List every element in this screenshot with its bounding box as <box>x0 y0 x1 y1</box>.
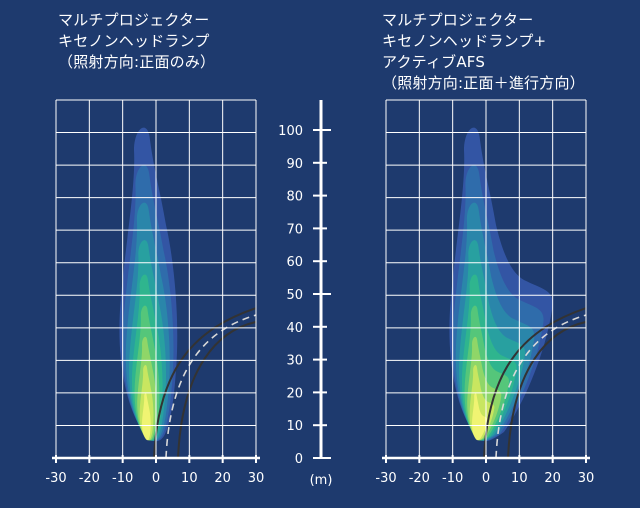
x-tick-label: -20 <box>409 471 430 486</box>
right-title-line-1: マルチプロジェクター <box>382 11 534 29</box>
right-title-line-4: （照射方向:正面＋進行方向） <box>382 74 585 92</box>
left-beam-panel: -30 -20 -10 0 10 20 30 <box>45 99 265 486</box>
right-beam-panel: -30 -20 -10 0 10 20 30 <box>375 99 595 486</box>
x-tick-label: 0 <box>482 471 490 486</box>
distance-tick-label: 20 <box>286 386 303 401</box>
x-tick-label: 30 <box>248 471 265 486</box>
right-title-line-2: キセノンヘッドランプ+ <box>382 32 547 50</box>
left_panel-road <box>153 307 256 458</box>
x-tick-label: 30 <box>578 471 595 486</box>
right_panel-road <box>483 307 586 458</box>
distance-unit-label: (m) <box>310 473 333 488</box>
light-contour-level-9 <box>472 393 488 441</box>
distance-tick-label: 0 <box>295 452 303 467</box>
distance-tick-label: 30 <box>286 354 303 369</box>
distance-axis: 0 10 20 30 40 50 60 70 80 90 100 (m) <box>278 100 332 488</box>
x-tick-label: -30 <box>375 471 396 486</box>
distance-tick-label: 90 <box>286 157 303 172</box>
right-title-line-3: アクティブAFS <box>382 53 486 71</box>
distance-tick-label: 40 <box>286 321 303 336</box>
x-tick-label: -10 <box>442 471 463 486</box>
left-title-line-3: （照射方向:正面のみ） <box>58 53 216 71</box>
distance-tick-label: 50 <box>286 288 303 303</box>
right-panel-title: マルチプロジェクター キセノンヘッドランプ+ アクティブAFS （照射方向:正面… <box>382 10 585 94</box>
distance-tick-label: 60 <box>286 255 303 270</box>
x-tick-label: 10 <box>511 471 528 486</box>
distance-tick-label: 70 <box>286 222 303 237</box>
road-edge-outer <box>177 321 256 458</box>
left_panel-grid <box>55 99 257 459</box>
left-title-line-2: キセノンヘッドランプ <box>58 32 210 50</box>
road-edge-outer <box>507 321 586 458</box>
right_panel-light-distribution <box>449 127 553 442</box>
road-center-line <box>165 314 256 458</box>
x-tick-label: -20 <box>79 471 100 486</box>
right_panel-grid <box>385 99 587 459</box>
road-edge-inner <box>483 307 586 458</box>
x-tick-label: -10 <box>112 471 133 486</box>
x-tick-label: -30 <box>45 471 66 486</box>
x-tick-label: 10 <box>181 471 198 486</box>
road-edge-inner <box>153 307 256 458</box>
x-tick-label: 0 <box>152 471 160 486</box>
left-title-line-1: マルチプロジェクター <box>58 11 210 29</box>
distance-tick-label: 80 <box>286 190 303 205</box>
x-tick-label: 20 <box>544 471 561 486</box>
x-tick-label: 20 <box>214 471 231 486</box>
distance-tick-label: 100 <box>278 124 303 139</box>
left_panel-light-distribution <box>119 127 178 442</box>
road-center-line <box>495 314 586 458</box>
left-panel-title: マルチプロジェクター キセノンヘッドランプ （照射方向:正面のみ） <box>58 10 215 73</box>
light-contour-level-9 <box>142 393 151 441</box>
distance-tick-label: 10 <box>286 419 303 434</box>
